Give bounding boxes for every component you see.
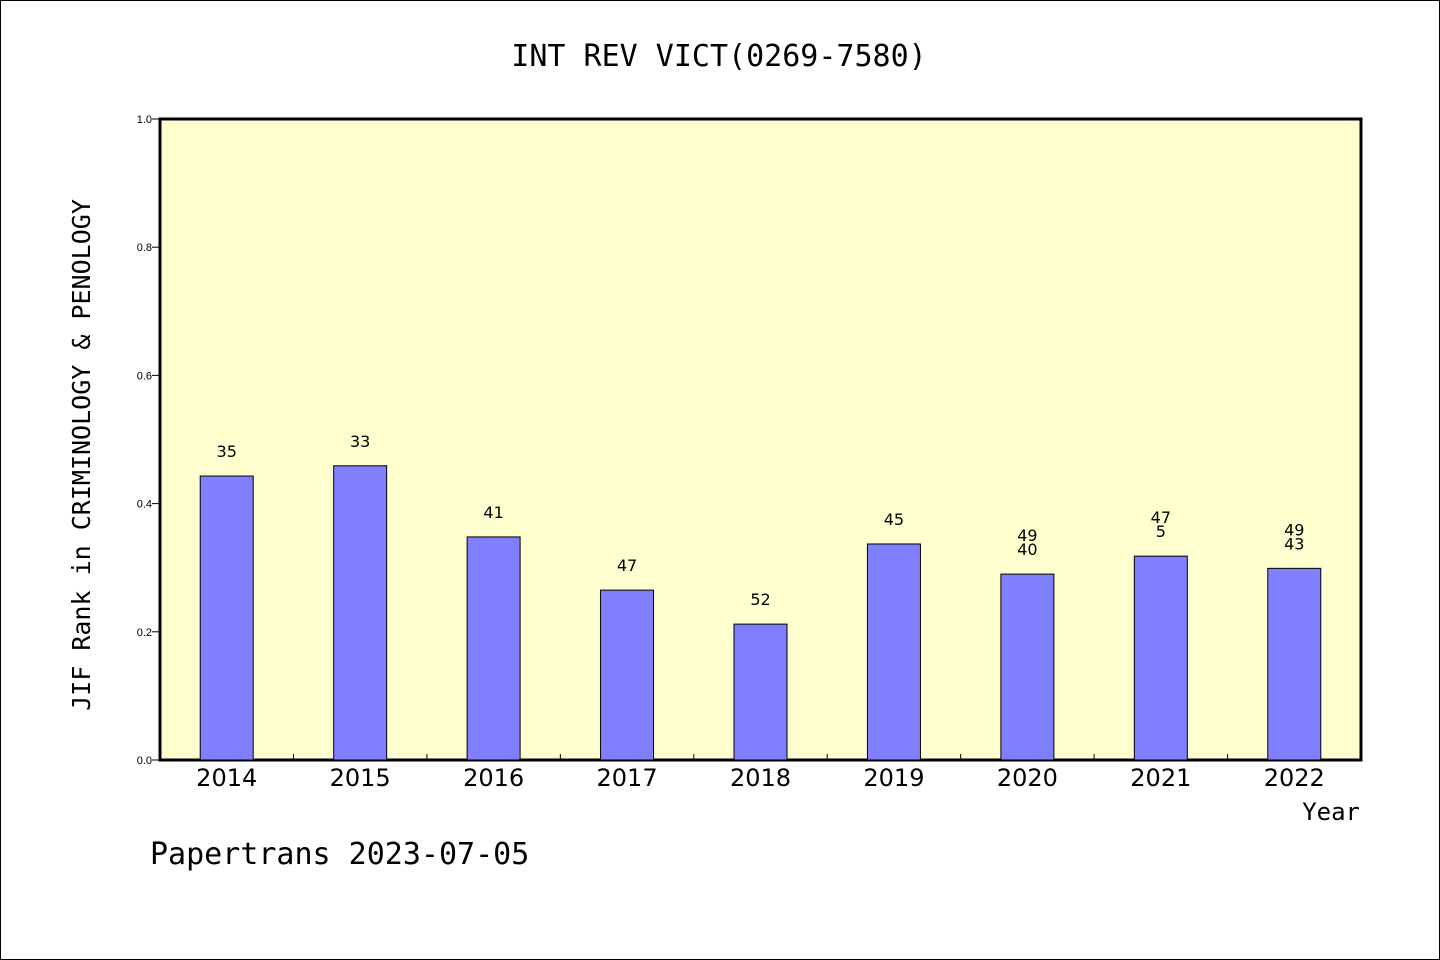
y-tick-label: 1.0: [137, 114, 152, 126]
x-tick-label: 2020: [997, 764, 1058, 792]
bar: [199, 475, 254, 761]
y-tick-label: 0.8: [137, 242, 152, 254]
bar: [600, 589, 655, 761]
bar: [333, 465, 388, 761]
x-tick-label: 2015: [330, 764, 391, 792]
y-tick-label: 0.2: [137, 627, 152, 639]
bar-data-label: 45: [884, 510, 904, 529]
bar: [866, 543, 921, 761]
x-tick-label: 2018: [730, 764, 791, 792]
x-tick-label: 2017: [597, 764, 658, 792]
footer-text: Papertrans 2023-07-05: [150, 837, 529, 872]
bar-data-label: 49: [1284, 520, 1304, 539]
bar-data-label: 5: [1156, 522, 1166, 541]
bar-data-label: 52: [750, 590, 770, 609]
x-tick-label: 2019: [863, 764, 924, 792]
bar-data-label: 49: [1017, 526, 1037, 545]
bar-data-label: 43: [1284, 534, 1304, 553]
x-tick-label: 2021: [1130, 764, 1191, 792]
y-tick-label: 0.6: [137, 370, 152, 382]
bar: [466, 536, 521, 761]
y-tick-label: 0.4: [137, 499, 152, 511]
bar-data-label: 41: [483, 503, 503, 522]
bar: [1000, 573, 1055, 761]
bar: [733, 623, 788, 761]
chart-title: INT REV VICT(0269-7580): [511, 39, 926, 74]
x-axis-label: Year: [1302, 798, 1360, 826]
bar: [1133, 555, 1188, 761]
bar: [1267, 567, 1322, 761]
bar-data-label: 33: [350, 432, 370, 451]
x-tick-label: 2016: [463, 764, 524, 792]
y-tick-label: 0.0: [137, 755, 152, 767]
x-tick-label: 2014: [196, 764, 257, 792]
bar-data-label: 47: [1151, 508, 1171, 527]
y-axis: 0.0 0.2 0.4 0.6 0.8 1.0: [137, 114, 160, 767]
x-tick-label: 2022: [1264, 764, 1325, 792]
y-axis-label: JIF Rank in CRIMINOLOGY & PENOLOGY: [67, 199, 96, 711]
bar-data-label: 40: [1017, 540, 1037, 559]
bar-data-label: 35: [217, 442, 237, 461]
x-axis: 2014 2015 2016 2017 2018 2019 2020 2021 2022: [196, 754, 1325, 792]
bar-data-label: 47: [617, 556, 637, 575]
